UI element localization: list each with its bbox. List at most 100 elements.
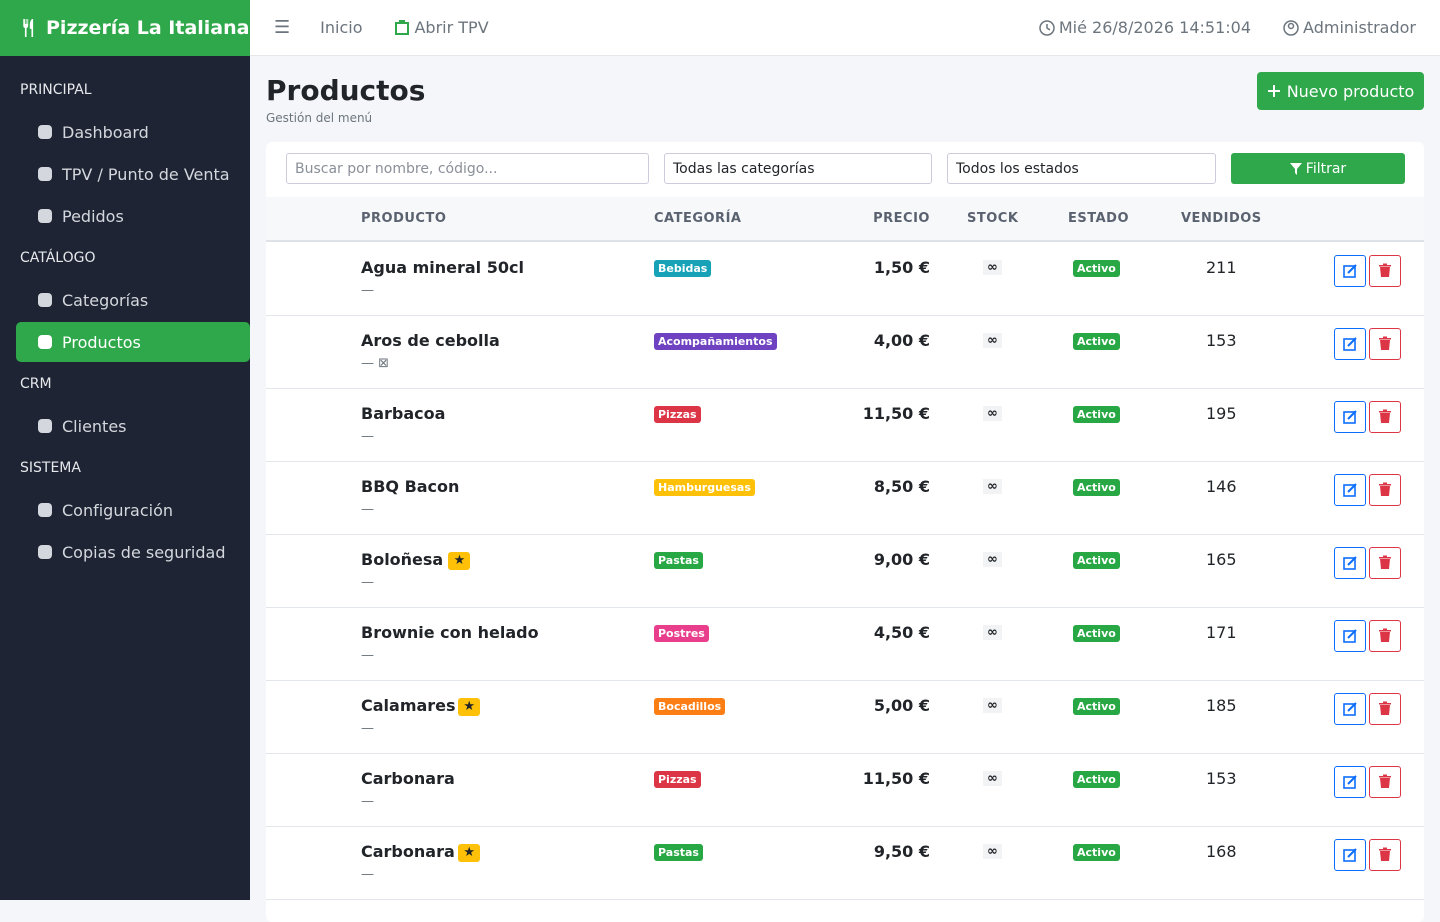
- nav-item[interactable]: Copias de seguridad: [16, 532, 250, 572]
- nav-section-title: PRINCIPAL: [20, 82, 92, 98]
- delete-button[interactable]: [1369, 255, 1401, 287]
- product-name: Barbacoa: [361, 404, 446, 423]
- product-price: 11,50 €: [862, 769, 930, 788]
- product-price: 11,50 €: [862, 404, 930, 423]
- edit-icon: [1343, 410, 1357, 424]
- stock-badge: ∞: [983, 479, 1002, 494]
- nav-label: Productos: [62, 332, 141, 352]
- edit-icon: [1343, 629, 1357, 643]
- product-note: —: [361, 502, 374, 517]
- product-note: —: [361, 867, 374, 882]
- delete-button[interactable]: [1369, 401, 1401, 433]
- nav-section-title: CATÁLOGO: [20, 250, 96, 266]
- edit-button[interactable]: [1334, 474, 1366, 506]
- product-note: —: [361, 721, 374, 736]
- nav-item[interactable]: Productos: [16, 322, 250, 362]
- nav-icon: [38, 293, 52, 307]
- nav-icon: [38, 209, 52, 223]
- category-badge: Pizzas: [654, 771, 701, 788]
- menu-toggle[interactable]: ☰: [274, 17, 291, 38]
- product-name: Calamares: [361, 696, 456, 715]
- delete-button[interactable]: [1369, 693, 1401, 725]
- product-price: 4,50 €: [873, 623, 930, 642]
- status-select[interactable]: Todos los estados: [947, 153, 1216, 184]
- product-note: —: [361, 429, 374, 444]
- edit-button[interactable]: [1334, 766, 1366, 798]
- nav-section-title: CRM: [20, 376, 52, 392]
- edit-icon: [1343, 702, 1357, 716]
- nav-icon: [38, 545, 52, 559]
- sold-count: 165: [1206, 550, 1237, 569]
- edit-icon: [1343, 848, 1357, 862]
- sold-count: 211: [1206, 258, 1237, 277]
- featured-star: ★: [458, 844, 481, 862]
- category-badge: Pizzas: [654, 406, 701, 423]
- edit-icon: [1343, 483, 1357, 497]
- filter-button[interactable]: Filtrar: [1231, 153, 1405, 184]
- edit-icon: [1343, 556, 1357, 570]
- edit-icon: [1343, 775, 1357, 789]
- page-subtitle: Gestión del menú: [266, 111, 373, 125]
- category-select[interactable]: Todas las categorías: [664, 153, 932, 184]
- sold-count: 195: [1206, 404, 1237, 423]
- edit-button[interactable]: [1334, 693, 1366, 725]
- nav-item[interactable]: Categorías: [16, 280, 250, 320]
- nav-icon: [38, 125, 52, 139]
- user-menu[interactable]: Administrador: [1303, 18, 1416, 37]
- product-note: —: [361, 283, 374, 298]
- search-input[interactable]: Buscar por nombre, código...: [286, 153, 649, 184]
- status-badge: Activo: [1073, 552, 1120, 569]
- edit-button[interactable]: [1334, 255, 1366, 287]
- tpv-link[interactable]: Abrir TPV: [414, 18, 489, 37]
- product-name: Carbonara: [361, 769, 455, 788]
- delete-button[interactable]: [1369, 328, 1401, 360]
- delete-icon: [1379, 555, 1391, 569]
- category-badge: Postres: [654, 625, 709, 642]
- delete-button[interactable]: [1369, 839, 1401, 871]
- product-price: 8,50 €: [873, 477, 930, 496]
- category-badge: Pastas: [654, 844, 703, 861]
- product-row: Agua mineral 50cl — Bebidas 1,50 € ∞ Activo 21…: [266, 243, 1424, 316]
- stock-badge: ∞: [983, 625, 1002, 640]
- nav-item[interactable]: Clientes: [16, 406, 250, 446]
- nav-item[interactable]: Pedidos: [16, 196, 250, 236]
- brand-icon: [23, 19, 34, 37]
- column-header: CATEGORÍA: [654, 211, 742, 226]
- tpv-icon: [395, 19, 410, 35]
- status-badge: Activo: [1073, 771, 1120, 788]
- home-link[interactable]: Inicio: [320, 18, 363, 37]
- nav-item[interactable]: TPV / Punto de Venta: [16, 154, 250, 194]
- product-note: —: [361, 648, 374, 663]
- edit-button[interactable]: [1334, 547, 1366, 579]
- product-row: Carbonara ★ — Pastas 9,50 € ∞ Activo 168: [266, 827, 1424, 900]
- nav-item[interactable]: Configuración: [16, 490, 250, 530]
- nav: PRINCIPAL Dashboard TPV / Punto de Venta Pe…: [0, 70, 250, 572]
- delete-button[interactable]: [1369, 620, 1401, 652]
- product-price: 9,50 €: [873, 842, 930, 861]
- page-title: Productos: [266, 74, 426, 107]
- new-product-button[interactable]: Nuevo producto: [1257, 72, 1424, 110]
- edit-icon: [1343, 264, 1357, 278]
- delete-button[interactable]: [1369, 547, 1401, 579]
- edit-button[interactable]: [1334, 401, 1366, 433]
- delete-icon: [1379, 409, 1391, 423]
- product-name: Carbonara: [361, 842, 455, 861]
- product-price: 4,00 €: [873, 331, 930, 350]
- product-row: Calamares ★ — Bocadillos 5,00 € ∞ Activo 185: [266, 681, 1424, 754]
- status-badge: Activo: [1073, 333, 1120, 350]
- stock-badge: ∞: [983, 844, 1002, 859]
- product-name: BBQ Bacon: [361, 477, 460, 496]
- nav-section-title: SISTEMA: [20, 460, 81, 476]
- brand[interactable]: Pizzería La Italiana: [0, 0, 250, 56]
- product-row: Carbonara — Pizzas 11,50 € ∞ Activo 153: [266, 754, 1424, 827]
- user-icon: [1283, 19, 1299, 36]
- edit-button[interactable]: [1334, 620, 1366, 652]
- nav-item[interactable]: Dashboard: [16, 112, 250, 152]
- delete-button[interactable]: [1369, 474, 1401, 506]
- edit-button[interactable]: [1334, 839, 1366, 871]
- edit-button[interactable]: [1334, 328, 1366, 360]
- status-badge: Activo: [1073, 406, 1120, 423]
- delete-button[interactable]: [1369, 766, 1401, 798]
- product-price: 5,00 €: [873, 696, 930, 715]
